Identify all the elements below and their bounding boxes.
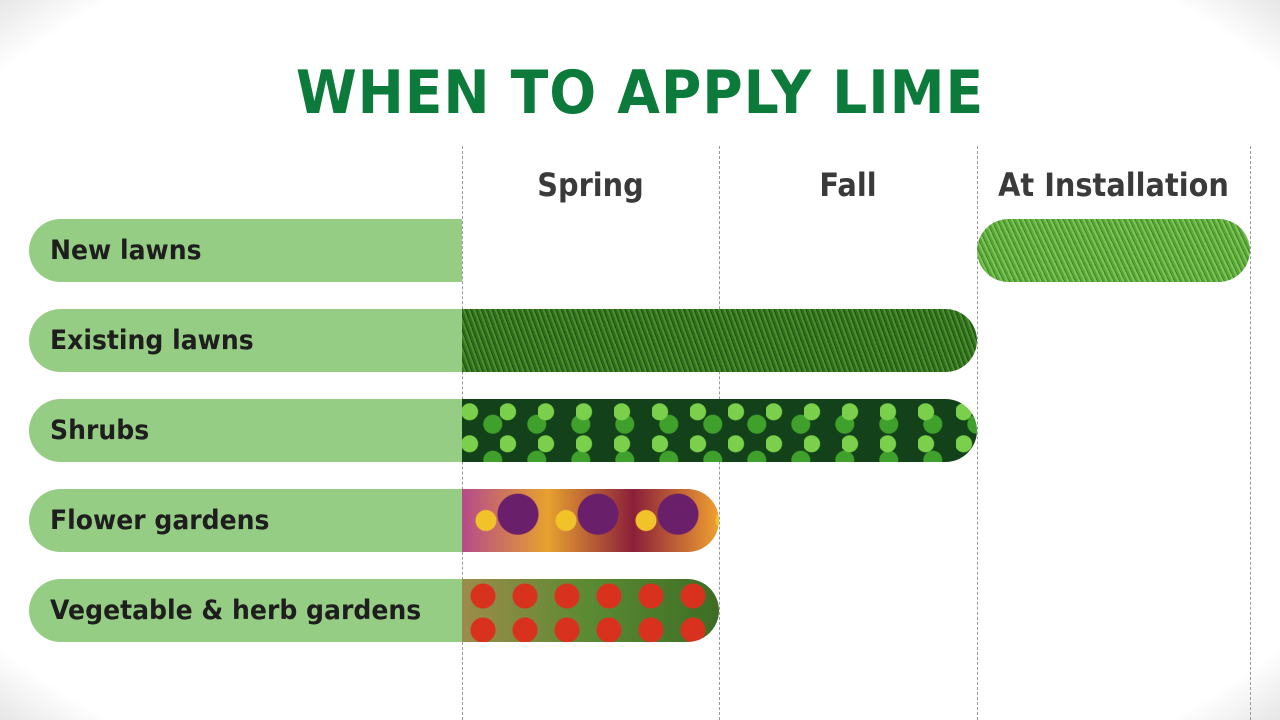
row-label: Vegetable & herb gardens (29, 579, 462, 642)
row-label-text: Vegetable & herb gardens (50, 595, 422, 626)
row-label-text: New lawns (50, 235, 202, 266)
application-bar (977, 219, 1250, 282)
row-label: New lawns (29, 219, 462, 282)
row-label-text: Existing lawns (50, 325, 254, 356)
column-header: At Installation (998, 166, 1229, 204)
column-header: Spring (537, 166, 644, 204)
application-bar (462, 579, 719, 642)
application-bar (462, 399, 977, 462)
row-label: Existing lawns (29, 309, 462, 372)
application-bar (462, 489, 719, 552)
row-label-text: Flower gardens (50, 505, 270, 536)
column-divider (977, 146, 978, 720)
application-bar (462, 309, 977, 372)
column-divider (1250, 146, 1251, 720)
row-label: Flower gardens (29, 489, 462, 552)
row-label-text: Shrubs (50, 415, 150, 446)
chart-title: WHEN TO APPLY LIME (295, 58, 985, 128)
row-label: Shrubs (29, 399, 462, 462)
column-header: Fall (819, 166, 877, 204)
